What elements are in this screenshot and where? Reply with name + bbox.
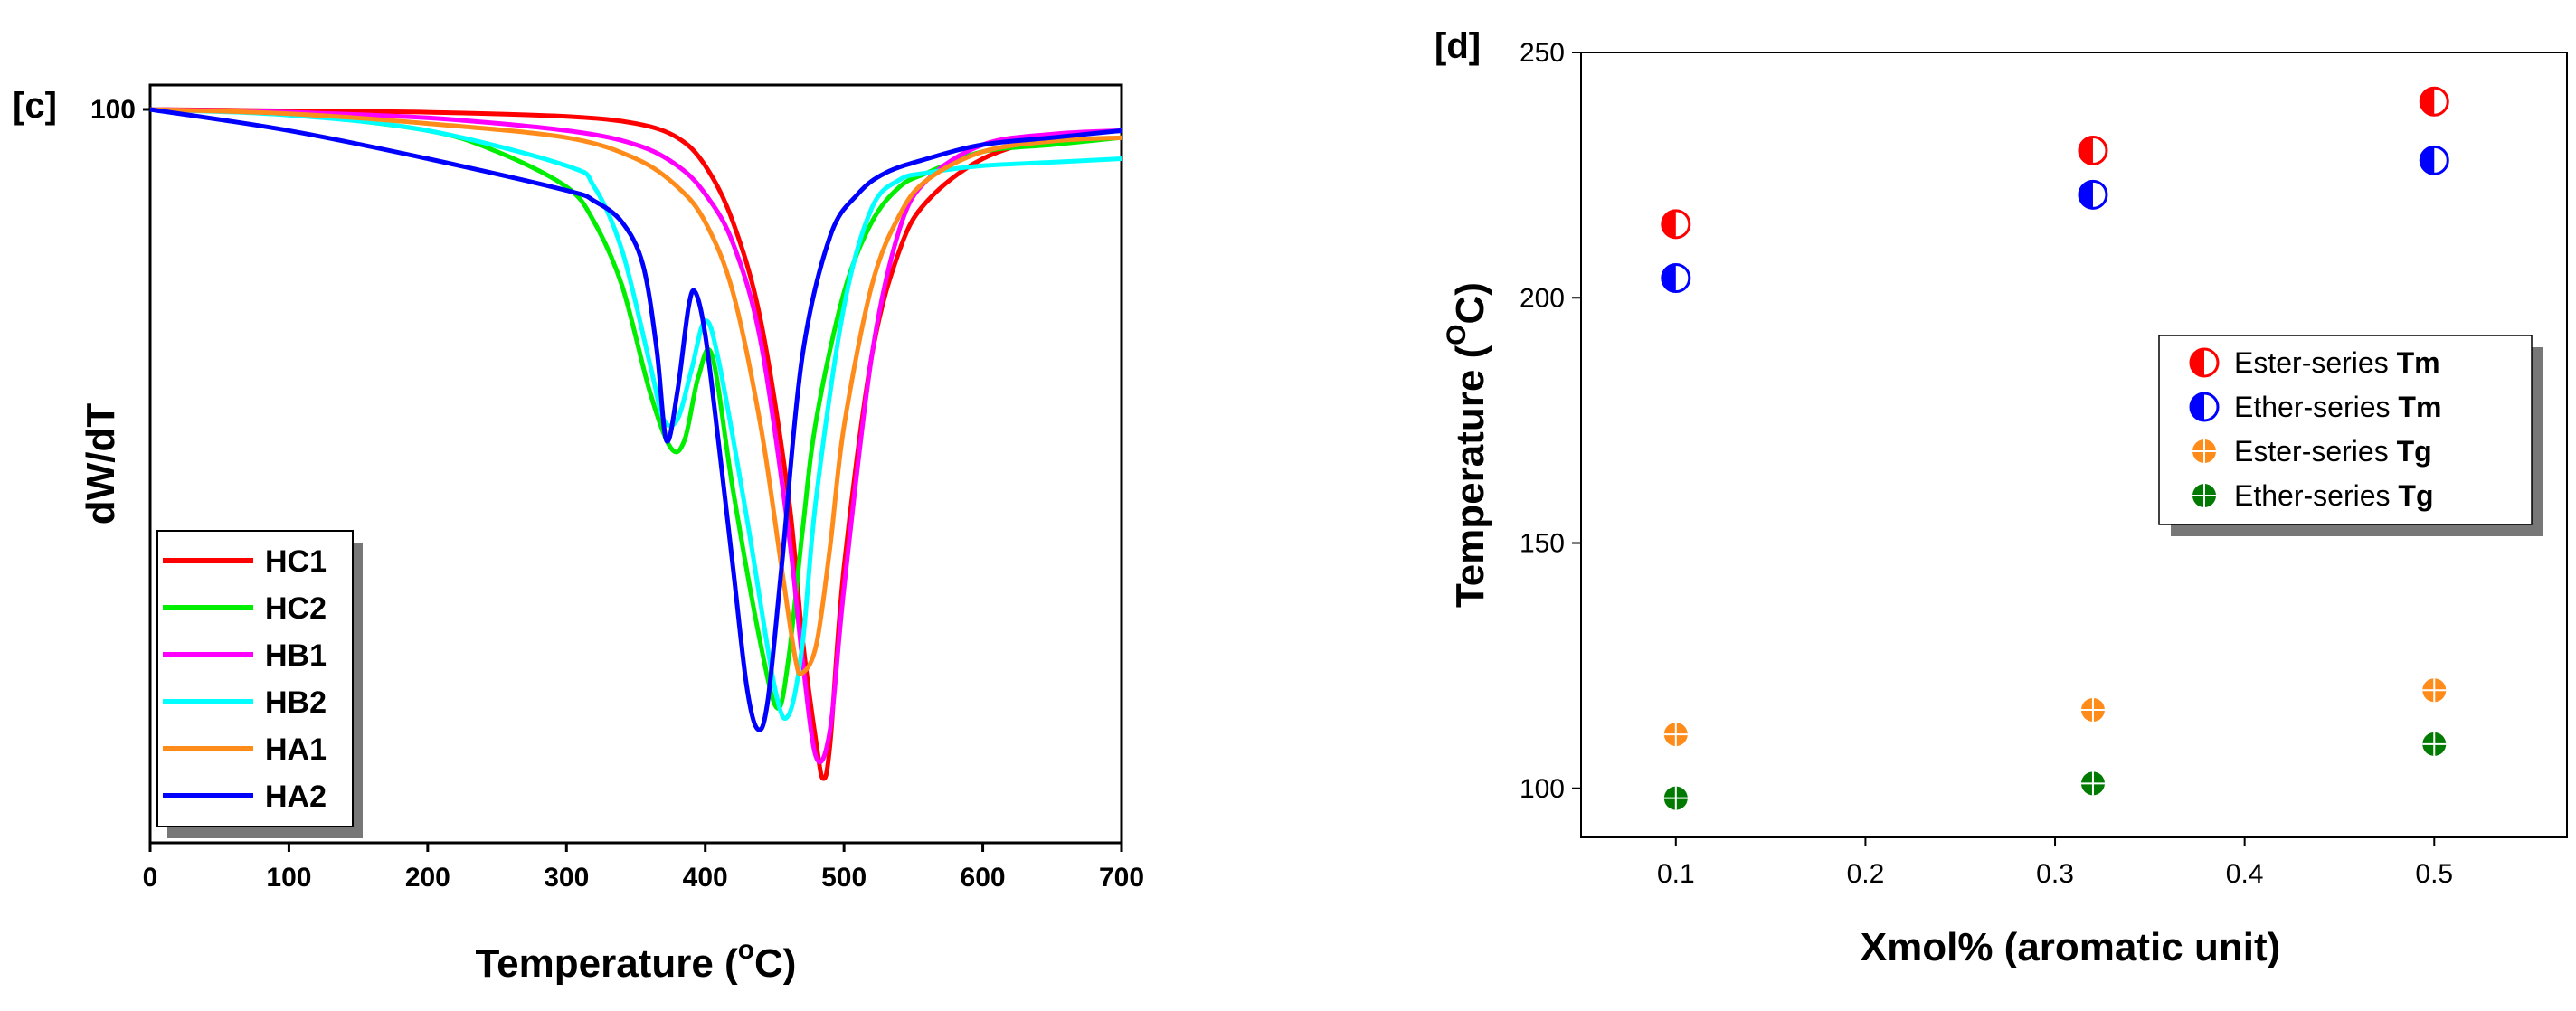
legend-marker-0 [2189,347,2220,378]
data-point-series-3 [2422,732,2447,756]
legend-box [156,530,354,827]
panel-c-x-tick-label: 600 [961,863,1006,893]
panel-c-x-title-tail: C) [754,941,796,986]
panel-d-y-axis: 100 150 200 250 [1520,38,1581,804]
panel-c-x-title-sup: o [738,935,754,965]
panel-d-x-tick-label: 0.4 [2226,859,2264,889]
panel-d-y-title-sup: O [1442,324,1472,345]
panel-d-plot-area [1661,86,2449,810]
series-line-ha2 [149,107,1122,732]
data-point-series-0 [2078,136,2108,165]
series-line-hb1 [149,107,1122,765]
panel-c-y-tick: 100 [90,95,150,125]
panel-c-x-tick-label: 400 [683,863,728,893]
legend-label-3: Ether-series Tg [2234,479,2433,512]
panel-d: [d] 0.1 0.2 0.3 0.4 0.5 100 150 200 250 Ester-s… [1435,26,2568,969]
legend-marker-1 [2189,392,2220,422]
panel-c-x-tick-label: 500 [821,863,867,893]
series-line-hc1 [149,107,1122,781]
panel-c-x-axis-title: Temperature (oC) [476,935,797,986]
data-point-series-1 [2419,145,2449,175]
data-point-series-3 [2080,771,2105,796]
panel-d-y-tick-label: 100 [1520,774,1565,804]
panel-d-x-axis: 0.1 0.2 0.3 0.4 0.5 [1657,837,2453,889]
panel-c-x-tick-label: 300 [544,863,589,893]
panel-c-x-tick-label: 700 [1099,863,1144,893]
data-point-series-2 [2422,678,2447,703]
legend-marker-2 [2192,439,2216,463]
panel-c-frame [148,83,1123,845]
panel-c-x-tick-label: 200 [405,863,450,893]
panel-c-x-tick-label: 0 [143,863,158,893]
panel-c-y-axis-title: dW/dT [79,403,123,525]
panel-d-legend: Ester-series Tm Ether-series Tm Ester-seri… [2158,335,2543,536]
panel-d-frame [1580,52,2568,838]
panel-d-label: [d] [1435,26,1481,66]
series-line-hb2 [149,107,1122,721]
legend-label-ha1: HA1 [265,732,327,767]
panel-c-y-tick-label: 100 [90,95,136,125]
panel-c-x-axis: 0 100 200 300 400 500 600 700 [143,843,1144,893]
data-point-series-1 [2078,179,2108,210]
legend-label-ha2: HA2 [265,780,327,814]
legend-label-hb2: HB2 [265,685,327,720]
panel-c-plot-area [149,107,1122,781]
panel-d-y-tick-label: 200 [1520,283,1565,313]
legend-marker-3 [2192,484,2216,507]
series-line-ha1 [149,107,1122,677]
panel-d-y-tick-label: 150 [1520,529,1565,559]
data-point-series-0 [2419,86,2449,117]
panel-c: [c] 0 100 200 300 400 500 600 700 100 HC1 HC2 HB1… [13,83,1144,986]
panel-d-x-tick-label: 0.3 [2036,859,2074,889]
legend-label-2: Ester-series Tg [2234,435,2432,468]
legend-label-hc2: HC2 [265,591,327,626]
legend-label-0: Ester-series Tm [2234,346,2440,379]
legend-box [2158,335,2533,525]
series-line-hc2 [149,107,1122,711]
panel-d-y-title-tail: C) [1448,282,1492,324]
legend-label-hc1: HC1 [265,544,327,579]
panel-c-x-tick-label: 100 [266,863,311,893]
panel-c-x-title-main: Temperature ( [476,941,738,986]
panel-d-x-axis-title: Xmol% (aromatic unit) [1861,925,2281,969]
panel-d-y-title-main: Temperature ( [1448,345,1492,607]
legend-label-hb1: HB1 [265,638,327,673]
data-point-series-1 [1661,263,1691,294]
panel-c-legend: HC1 HC2 HB1 HB2 HA1 HA2 [156,530,363,838]
data-point-series-3 [1663,786,1688,810]
data-point-series-0 [1661,209,1691,240]
data-point-series-2 [1663,723,1688,747]
panel-d-y-axis-title: Temperature (OC) [1442,282,1492,608]
panel-d-x-tick-label: 0.1 [1657,859,1695,889]
panel-d-x-tick-label: 0.5 [2415,859,2453,889]
panel-c-label: [c] [13,86,57,126]
legend-label-1: Ether-series Tm [2234,391,2441,423]
panel-d-y-tick-label: 250 [1520,38,1565,68]
data-point-series-2 [2080,697,2105,722]
panel-d-x-tick-label: 0.2 [1847,859,1885,889]
